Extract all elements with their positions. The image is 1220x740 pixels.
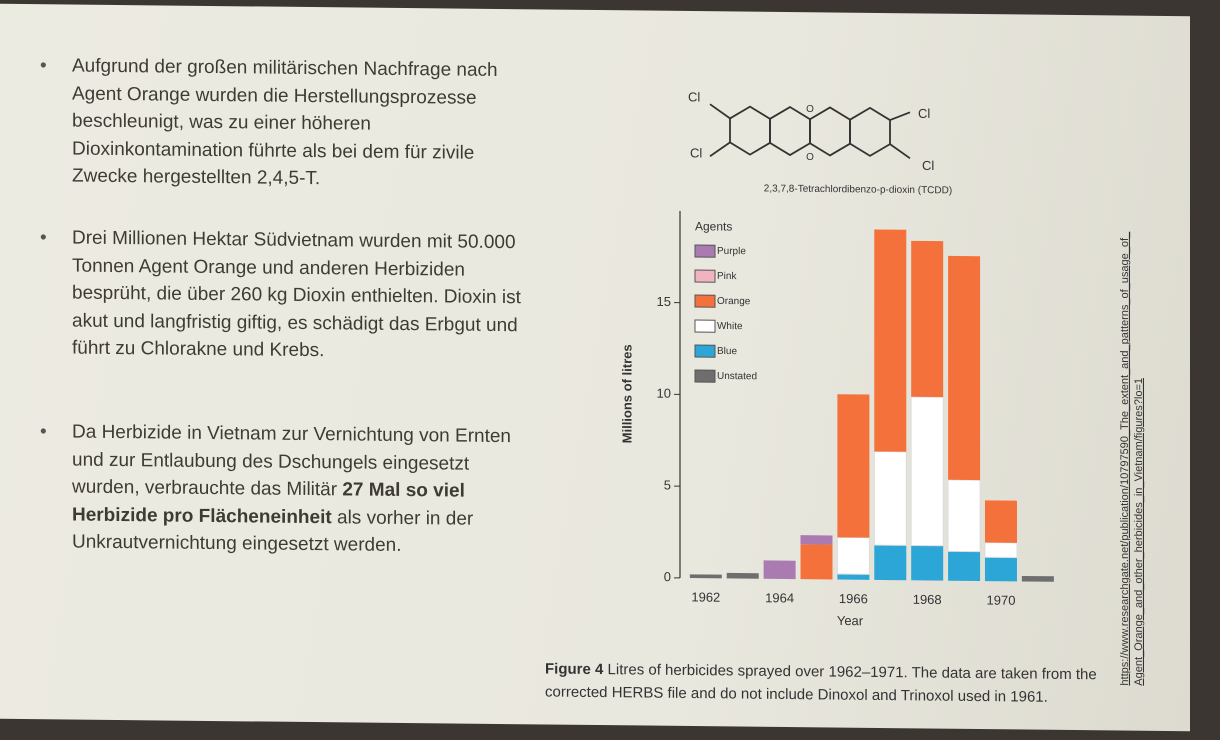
caption-label: Figure 4 <box>545 660 604 679</box>
bullet: Drei Millionen Hektar Südvietnam wurden … <box>72 225 542 367</box>
caption: Figure 4 Litres of herbicides sprayed ov… <box>545 657 1125 709</box>
legend-label: White <box>717 321 743 332</box>
legend-label: Unstated <box>717 371 757 382</box>
atom: Cl <box>690 145 702 160</box>
legend-swatch <box>694 269 716 283</box>
legend-swatch <box>694 319 716 333</box>
bar-segment <box>837 394 870 538</box>
y-tick-label: 15 <box>657 294 671 309</box>
chart: 0 5 10 15 1962 1964 1966 1968 1970 Year Millions o… <box>619 210 1054 628</box>
bar-segment <box>1021 575 1054 582</box>
atom: Cl <box>918 106 930 121</box>
y-tick-label: 5 <box>664 477 671 492</box>
atom: O <box>806 152 814 163</box>
source-url: https://www.researchgate.net/publication… <box>1119 231 1131 686</box>
y-axis-label: Millions of litres <box>619 344 634 443</box>
atom: O <box>806 104 814 115</box>
source-link: https://www.researchgate.net/publication… <box>1119 231 1145 686</box>
bar-segment <box>837 574 870 580</box>
x-tick-label: 1966 <box>839 591 868 606</box>
legend-swatch <box>694 344 716 358</box>
bar-segment <box>836 536 870 575</box>
legend-label: Purple <box>717 246 746 257</box>
caption-text: Litres of herbicides sprayed over 1962–1… <box>545 661 1097 706</box>
legend-label: Pink <box>717 271 737 282</box>
bar-segment <box>800 544 833 580</box>
bar-segment <box>984 542 1018 559</box>
x-tick-label: 1970 <box>987 593 1016 608</box>
x-axis-label: Year <box>837 613 864 628</box>
x-tick-label: 1964 <box>765 590 794 605</box>
bar-segment <box>726 572 759 579</box>
x-tick-label: 1962 <box>691 589 720 604</box>
molecule: Cl Cl Cl Cl O O 2,3,7,8-Tetrachlordibenz… <box>688 89 952 196</box>
bar-segment <box>911 240 944 398</box>
x-tick-label: 1968 <box>913 592 942 607</box>
atom: Cl <box>922 158 934 173</box>
bar-segment <box>873 450 907 546</box>
legend-label: Blue <box>717 346 737 357</box>
bar-segment <box>984 557 1017 582</box>
legend-swatch <box>694 369 716 383</box>
atom: Cl <box>688 89 700 104</box>
bullet: Aufgrund der großen militärischen Nachfr… <box>72 53 542 195</box>
bar-segment <box>948 551 981 582</box>
bar-segment <box>800 535 833 545</box>
bullet: Da Herbizide in Vietnam zur Vernichtung … <box>72 419 542 561</box>
legend-swatch <box>694 294 716 308</box>
bar-segment <box>984 500 1017 543</box>
molecule-name: 2,3,7,8-Tetrachlordibenzo-p-dioxin (TCDD… <box>764 183 952 196</box>
legend-label: Orange <box>717 296 751 307</box>
bar-segment <box>763 560 796 580</box>
y-tick-label: 10 <box>657 386 671 401</box>
bar-segment <box>910 396 944 547</box>
slide: Aufgrund der großen militärischen Nachfr… <box>0 3 1190 732</box>
bar-segment <box>689 574 722 579</box>
legend-title: Agents <box>695 219 732 233</box>
bar-segment <box>947 479 981 553</box>
bar-segment <box>874 229 907 452</box>
y-tick-label: 0 <box>664 569 671 584</box>
bar-segment <box>948 255 981 481</box>
source-url: Agent_Orange_and_other_herbicides_in_Vie… <box>1133 378 1145 686</box>
legend-swatch <box>694 244 716 258</box>
bar-segment <box>911 545 944 581</box>
bar-segment <box>874 545 907 581</box>
